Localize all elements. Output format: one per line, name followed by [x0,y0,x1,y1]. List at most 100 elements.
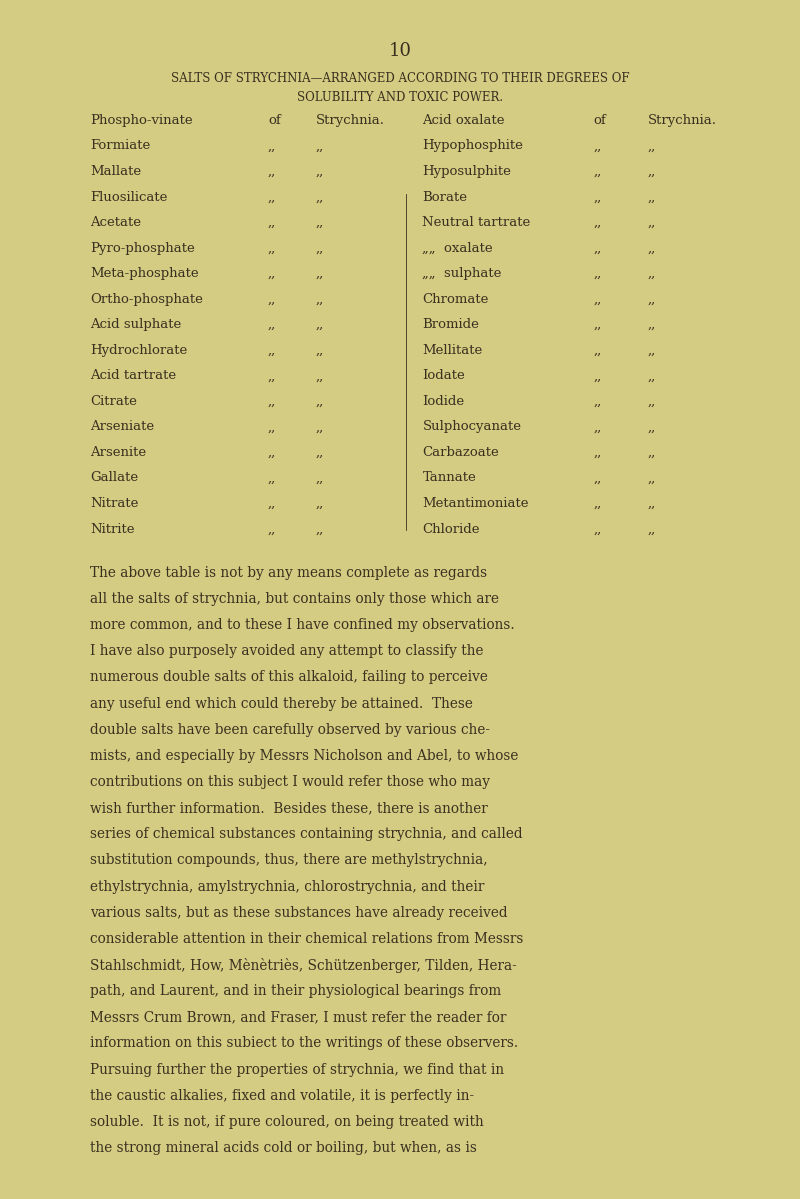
Text: ,,: ,, [316,165,324,177]
Text: ,,: ,, [268,191,276,204]
Text: ,,: ,, [648,394,656,408]
Text: ,,: ,, [316,293,324,306]
Text: ,,: ,, [594,318,602,331]
Text: ,,: ,, [648,139,656,152]
Text: Hyposulphite: Hyposulphite [422,165,511,177]
Text: ,,: ,, [594,165,602,177]
Text: ,,: ,, [594,191,602,204]
Text: ,,: ,, [648,318,656,331]
Text: any useful end which could thereby be attained.  These: any useful end which could thereby be at… [90,697,474,711]
Text: ,,: ,, [648,446,656,459]
Text: ,,: ,, [268,344,276,357]
Text: Acid sulphate: Acid sulphate [90,318,182,331]
Text: information on this subiect to the writings of these observers.: information on this subiect to the writi… [90,1036,518,1050]
Text: of: of [268,114,281,127]
Text: „„  sulphate: „„ sulphate [422,267,502,281]
Text: Metantimoniate: Metantimoniate [422,496,529,510]
Text: double salts have been carefully observed by various che-: double salts have been carefully observe… [90,723,490,736]
Text: ,,: ,, [594,523,602,536]
Text: ,,: ,, [648,344,656,357]
Text: ,,: ,, [648,496,656,510]
Text: ,,: ,, [268,523,276,536]
Text: Arseniate: Arseniate [90,421,154,433]
Text: Iodide: Iodide [422,394,465,408]
Text: of: of [594,114,606,127]
Text: Acetate: Acetate [90,216,142,229]
Text: Acid oxalate: Acid oxalate [422,114,505,127]
Text: all the salts of strychnia, but contains only those which are: all the salts of strychnia, but contains… [90,592,499,605]
Text: Hypophosphite: Hypophosphite [422,139,523,152]
Text: ,,: ,, [648,369,656,382]
Text: ,,: ,, [594,216,602,229]
Text: ,,: ,, [648,191,656,204]
Text: ,,: ,, [648,165,656,177]
Text: Carbazoate: Carbazoate [422,446,499,459]
Text: SOLUBILITY AND TOXIC POWER.: SOLUBILITY AND TOXIC POWER. [297,91,503,104]
Text: ,,: ,, [594,496,602,510]
Text: Neutral tartrate: Neutral tartrate [422,216,530,229]
Text: ,,: ,, [316,191,324,204]
Text: ,,: ,, [594,369,602,382]
Text: ,,: ,, [268,139,276,152]
Text: ,,: ,, [648,242,656,254]
Text: ,,: ,, [316,267,324,281]
Text: ,,: ,, [594,267,602,281]
Text: ,,: ,, [268,318,276,331]
Text: Strychnia.: Strychnia. [648,114,717,127]
Text: ,,: ,, [268,242,276,254]
Text: ,,: ,, [594,471,602,484]
Text: Hydrochlorate: Hydrochlorate [90,344,188,357]
Text: Iodate: Iodate [422,369,465,382]
Text: ,,: ,, [268,267,276,281]
Text: Bromide: Bromide [422,318,479,331]
Text: ,,: ,, [316,471,324,484]
Text: the caustic alkalies, fixed and volatile, it is perfectly in-: the caustic alkalies, fixed and volatile… [90,1089,474,1103]
Text: ,,: ,, [316,344,324,357]
Text: Nitrate: Nitrate [90,496,138,510]
Text: ,,: ,, [316,523,324,536]
Text: ,,: ,, [594,242,602,254]
Text: numerous double salts of this alkaloid, failing to perceive: numerous double salts of this alkaloid, … [90,670,488,685]
Text: I have also purposely avoided any attempt to classify the: I have also purposely avoided any attemp… [90,644,484,658]
Text: ,,: ,, [268,496,276,510]
Text: ,,: ,, [316,496,324,510]
Text: ,,: ,, [316,216,324,229]
Text: Fluosilicate: Fluosilicate [90,191,168,204]
Text: 10: 10 [389,42,411,60]
Text: Messrs Crum Brown, and Fraser, I must refer the reader for: Messrs Crum Brown, and Fraser, I must re… [90,1011,506,1024]
Text: path, and Laurent, and in their physiological bearings from: path, and Laurent, and in their physiolo… [90,984,502,998]
Text: Chloride: Chloride [422,523,480,536]
Text: ,,: ,, [268,293,276,306]
Text: ,,: ,, [268,394,276,408]
Text: SALTS OF STRYCHNIA—ARRANGED ACCORDING TO THEIR DEGREES OF: SALTS OF STRYCHNIA—ARRANGED ACCORDING TO… [170,72,630,85]
Text: more common, and to these I have confined my observations.: more common, and to these I have confine… [90,619,515,632]
Text: ,,: ,, [268,216,276,229]
Text: Pyro-phosphate: Pyro-phosphate [90,242,195,254]
Text: contributions on this subject I would refer those who may: contributions on this subject I would re… [90,775,490,789]
Text: ,,: ,, [316,318,324,331]
Text: The above table is not by any means complete as regards: The above table is not by any means comp… [90,566,487,580]
Text: ,,: ,, [594,394,602,408]
Text: wish further information.  Besides these, there is another: wish further information. Besides these,… [90,801,488,815]
Text: Mallate: Mallate [90,165,142,177]
Text: Stahlschmidt, How, Mènètriès, Schützenberger, Tilden, Hera-: Stahlschmidt, How, Mènètriès, Schützenbe… [90,958,517,974]
Text: ethylstrychnia, amylstrychnia, chlorostrychnia, and their: ethylstrychnia, amylstrychnia, chlorostr… [90,880,485,893]
Text: mists, and especially by Messrs Nicholson and Abel, to whose: mists, and especially by Messrs Nicholso… [90,749,518,763]
Text: ,,: ,, [648,421,656,433]
Text: Gallate: Gallate [90,471,138,484]
Text: ,,: ,, [268,446,276,459]
Text: ,,: ,, [316,446,324,459]
Text: Citrate: Citrate [90,394,138,408]
Text: Borate: Borate [422,191,467,204]
Text: Phospho-vinate: Phospho-vinate [90,114,193,127]
Text: ,,: ,, [594,446,602,459]
Text: Mellitate: Mellitate [422,344,482,357]
Text: Formiate: Formiate [90,139,150,152]
Text: various salts, but as these substances have already received: various salts, but as these substances h… [90,905,508,920]
Text: ,,: ,, [648,523,656,536]
Text: ,,: ,, [268,421,276,433]
Text: Pursuing further the properties of strychnia, we find that in: Pursuing further the properties of stryc… [90,1062,505,1077]
Text: Sulphocyanate: Sulphocyanate [422,421,522,433]
Text: Strychnia.: Strychnia. [316,114,385,127]
Text: „„  oxalate: „„ oxalate [422,242,493,254]
